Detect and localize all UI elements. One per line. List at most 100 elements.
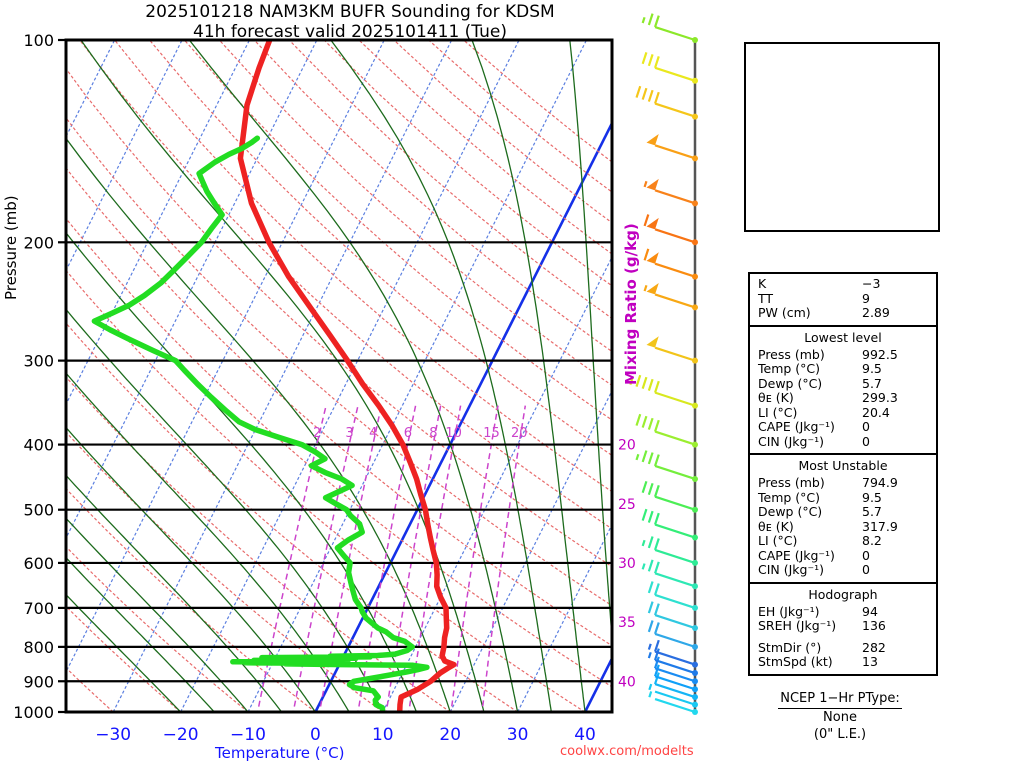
- lowest-level-row: LI (°C) 20.4: [750, 404, 936, 421]
- hodograph-stat-key: SREH (Jkg⁻¹): [758, 618, 837, 633]
- mixing-ratio-line-labels: 2 3 4 6 8 10 15 20: [313, 426, 528, 441]
- mixing-ratio-side-ticks: 20 25 30 35 40: [618, 438, 636, 691]
- svg-text:0: 0: [310, 725, 321, 745]
- svg-text:800: 800: [23, 638, 54, 657]
- ptype-value: None: [823, 710, 857, 725]
- lowest-level-heading: Lowest level: [804, 329, 882, 345]
- index-row: TT 9: [750, 290, 936, 307]
- index-value: −3: [862, 276, 881, 291]
- hodograph-stat-key: StmSpd (kt): [758, 654, 833, 669]
- most-unstable-row: LI (°C) 8.2: [750, 533, 936, 549]
- most-unstable-value: 9.5: [862, 489, 882, 505]
- hodograph-stat-row: StmSpd (kt) 13: [750, 654, 936, 670]
- most-unstable-key: CAPE (Jkg⁻¹): [758, 547, 835, 563]
- most-unstable-key: CIN (Jkg⁻¹): [758, 562, 824, 577]
- svg-text:2: 2: [313, 426, 321, 441]
- most-unstable-row: CIN (Jkg⁻¹) 0: [750, 562, 936, 578]
- lowest-level-key: Temp (°C): [758, 361, 821, 376]
- svg-text:400: 400: [23, 436, 54, 455]
- most-unstable-value: 5.7: [862, 504, 882, 519]
- index-row: PW (cm) 2.89: [750, 305, 936, 321]
- svg-text:20: 20: [511, 426, 528, 441]
- svg-text:1000: 1000: [13, 703, 54, 722]
- lowest-level-value: 5.7: [862, 375, 882, 391]
- index-key: PW (cm): [758, 305, 811, 320]
- hodograph-stat-value: 282: [862, 639, 886, 655]
- lowest-level-row: CAPE (Jkg⁻¹) 0: [750, 419, 936, 435]
- lowest-level-section: Lowest level Press (mb) 992.5 Temp (°C) 9.5 D…: [750, 327, 936, 455]
- lowest-level-value: 0: [862, 433, 870, 449]
- most-unstable-value: 794.9: [862, 475, 898, 490]
- svg-text:20: 20: [439, 725, 461, 745]
- index-key: TT: [758, 290, 774, 306]
- svg-text:10: 10: [445, 426, 462, 441]
- lowest-level-row: Dewp (°C) 5.7: [750, 375, 936, 392]
- svg-text:30: 30: [618, 556, 636, 572]
- svg-text:4: 4: [369, 426, 377, 441]
- most-unstable-heading: Most Unstable: [798, 458, 888, 473]
- ptype-liquid-equivalent: (0" L.E.): [813, 727, 867, 742]
- svg-text:−10: −10: [230, 725, 266, 745]
- sounding-stats-panel: K −3 TT 9 PW (cm) 2.89 Lowest level Press (mb)…: [748, 272, 938, 676]
- ncep-ptype-block: NCEP 1−Hr PType: None (0" L.E.): [740, 690, 940, 743]
- ptype-header: NCEP 1−Hr PType:: [778, 690, 902, 709]
- svg-text:−20: −20: [163, 725, 199, 745]
- svg-text:20: 20: [618, 438, 636, 454]
- most-unstable-value: 8.2: [862, 533, 882, 548]
- svg-text:600: 600: [23, 554, 54, 573]
- lowest-level-row: Temp (°C) 9.5: [750, 361, 936, 377]
- hodograph-stat-key: StmDir (°): [758, 639, 822, 655]
- svg-text:−30: −30: [95, 725, 131, 745]
- lowest-level-value: 299.3: [862, 390, 898, 405]
- most-unstable-value: 0: [862, 562, 870, 577]
- hodograph-stat-heading: Hodograph: [808, 586, 878, 602]
- most-unstable-row: Dewp (°C) 5.7: [750, 504, 936, 520]
- title-line-2: 41h forecast valid 2025101411 (Tue): [193, 22, 507, 42]
- svg-text:10: 10: [372, 725, 394, 745]
- hodograph-panel: [744, 42, 940, 232]
- svg-text:40: 40: [618, 674, 636, 690]
- most-unstable-key: Temp (°C): [758, 489, 821, 505]
- hodograph-stat-value: 13: [862, 654, 878, 669]
- svg-text:200: 200: [23, 233, 54, 252]
- lowest-level-key: CAPE (Jkg⁻¹): [758, 419, 835, 434]
- lowest-level-value: 992.5: [862, 346, 898, 362]
- mixing-ratio-axis-label: Mixing Ratio (g/kg): [622, 223, 640, 385]
- svg-text:25: 25: [618, 497, 636, 513]
- pressure-axis-label: Pressure (mb): [2, 195, 20, 300]
- most-unstable-section: Most Unstable Press (mb) 794.9 Temp (°C) 9.5…: [750, 455, 936, 584]
- svg-text:100: 100: [23, 31, 54, 50]
- lowest-level-value: 9.5: [862, 361, 882, 376]
- lowest-level-key: Dewp (°C): [758, 375, 823, 391]
- most-unstable-key: θᴇ (K): [758, 518, 794, 534]
- index-value: 2.89: [862, 305, 890, 320]
- most-unstable-key: LI (°C): [758, 533, 798, 548]
- most-unstable-key: Dewp (°C): [758, 504, 823, 519]
- svg-text:35: 35: [618, 615, 636, 631]
- hodograph-stats-section: Hodograph EH (Jkg⁻¹) 94 SREH (Jkg⁻¹) 136 StmD…: [750, 584, 936, 674]
- temperature-axis-label: Temperature (°C): [215, 744, 345, 762]
- hodograph-stat-row: SREH (Jkg⁻¹) 136: [750, 618, 936, 634]
- hodograph-stat-value: 94: [862, 603, 878, 619]
- most-unstable-key: Press (mb): [758, 475, 825, 490]
- lowest-level-row: θᴇ (K) 299.3: [750, 390, 936, 406]
- sounding-traces: [91, 40, 457, 712]
- most-unstable-row: CAPE (Jkg⁻¹) 0: [750, 547, 936, 564]
- svg-text:900: 900: [23, 672, 54, 691]
- most-unstable-row: Press (mb) 794.9: [750, 475, 936, 491]
- stability-indices-section: K −3 TT 9 PW (cm) 2.89: [750, 274, 936, 327]
- chart-title: 2025101218 NAM3KM BUFR Sounding for KDSM…: [0, 2, 700, 42]
- lowest-level-row: CIN (Jkg⁻¹) 0: [750, 433, 936, 450]
- title-line-1: 2025101218 NAM3KM BUFR Sounding for KDSM: [145, 2, 555, 22]
- lowest-level-value: 20.4: [862, 404, 890, 420]
- hodograph-stat-row: EH (Jkg⁻¹) 94: [750, 603, 936, 620]
- svg-text:300: 300: [23, 352, 54, 371]
- index-row: K −3: [750, 276, 936, 292]
- lowest-level-key: LI (°C): [758, 404, 798, 420]
- lowest-level-row: Press (mb) 992.5: [750, 346, 936, 363]
- svg-text:30: 30: [507, 725, 529, 745]
- svg-text:3: 3: [345, 426, 353, 441]
- hodograph-stat-value: 136: [862, 618, 886, 633]
- svg-text:40: 40: [574, 725, 596, 745]
- lowest-level-value: 0: [862, 419, 870, 434]
